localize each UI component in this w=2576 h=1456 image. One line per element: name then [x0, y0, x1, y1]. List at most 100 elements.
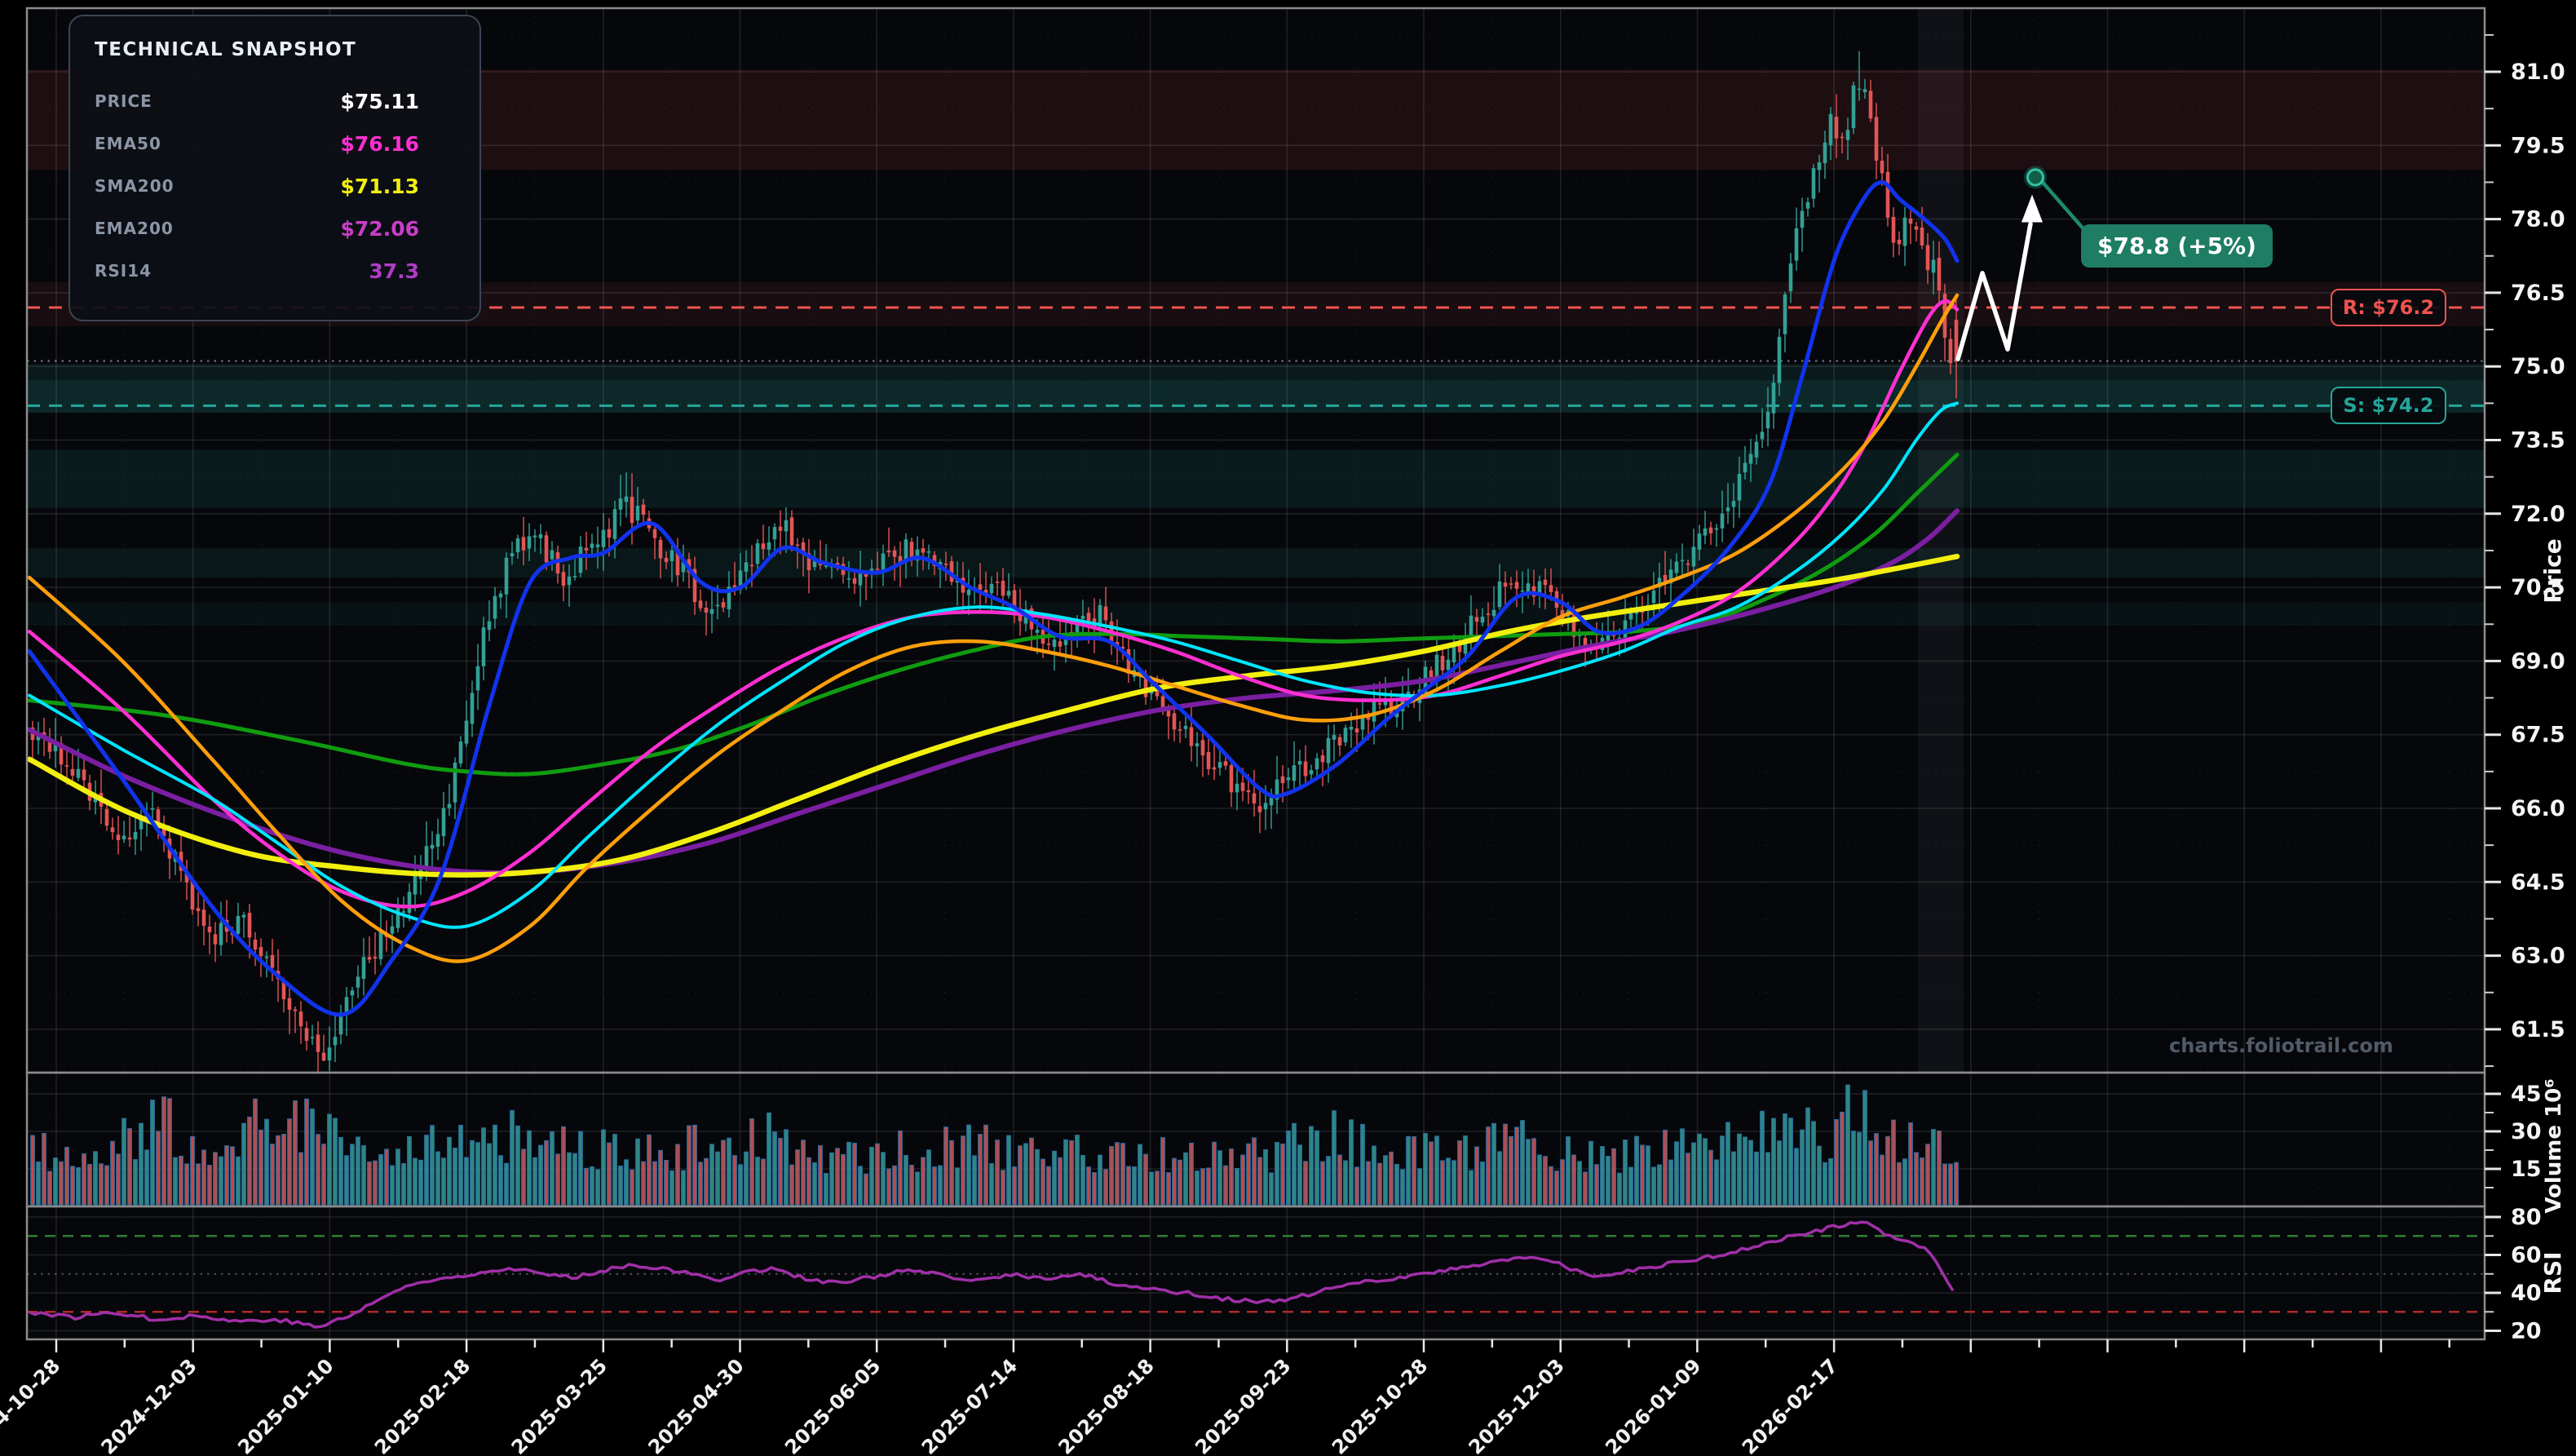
volume-bar — [253, 1098, 258, 1206]
volume-bar — [789, 1164, 794, 1206]
candle-body — [1811, 168, 1816, 199]
volume-bar — [1178, 1159, 1182, 1206]
volume-bar — [1526, 1139, 1531, 1206]
candle-body — [1001, 581, 1005, 596]
volume-bar — [601, 1129, 606, 1206]
candle-body — [1937, 258, 1942, 291]
candle-body — [310, 1037, 315, 1038]
candle-body — [1571, 611, 1576, 637]
volume-bar — [1566, 1136, 1571, 1206]
candle-body — [1503, 582, 1508, 587]
candle-body — [601, 529, 606, 547]
volume-bar — [1942, 1163, 1947, 1206]
volume-bar — [755, 1157, 760, 1206]
snapshot-label: PRICE — [95, 91, 152, 111]
volume-bar — [983, 1124, 988, 1206]
volume-bar — [749, 1118, 754, 1206]
candle-body — [1720, 513, 1725, 529]
volume-bar — [846, 1141, 851, 1206]
candle-body — [744, 562, 749, 572]
candle-body — [846, 578, 851, 580]
candle-body — [1252, 793, 1257, 803]
candle-body — [1874, 117, 1879, 161]
volume-bar — [236, 1156, 241, 1206]
volume-bar — [1549, 1166, 1553, 1206]
candle-body — [1372, 701, 1376, 722]
candle-body — [378, 930, 383, 959]
volume-bar — [1086, 1166, 1091, 1206]
volume-bar — [281, 1133, 286, 1206]
volume-bar — [87, 1163, 92, 1206]
volume-bar — [841, 1153, 846, 1206]
candle-body — [995, 582, 1000, 583]
candle-body — [453, 763, 457, 803]
candle-body — [1823, 142, 1827, 164]
volume-bar — [532, 1157, 537, 1206]
volume-bar — [550, 1131, 555, 1206]
candle-body — [1668, 569, 1673, 584]
volume-bar — [1052, 1150, 1057, 1206]
candle-body — [207, 926, 212, 932]
volume-bar — [1537, 1154, 1542, 1206]
candle-body — [1583, 638, 1588, 649]
price-tick-label: 66.0 — [2511, 796, 2565, 821]
volume-bar — [1834, 1119, 1839, 1206]
volume-bar — [1606, 1156, 1611, 1206]
volume-bar — [721, 1140, 726, 1206]
volume-bar — [1098, 1154, 1102, 1206]
volume-bar — [1286, 1131, 1291, 1206]
candle-body — [1046, 643, 1051, 645]
volume-bar — [127, 1128, 132, 1206]
candle-body — [1463, 638, 1468, 654]
x-axis-date-label: 2025-09-23 — [1191, 1354, 1295, 1456]
candle-body — [630, 497, 634, 524]
candle-body — [1754, 441, 1759, 458]
volume-bar — [687, 1125, 691, 1206]
candle-body — [1617, 637, 1622, 639]
volume-bar — [1640, 1144, 1645, 1206]
volume-bar — [1377, 1162, 1382, 1206]
volume-bar — [738, 1164, 743, 1206]
candle-body — [578, 547, 583, 573]
candle-body — [236, 916, 241, 934]
candle-body — [943, 563, 948, 565]
volume-bar — [1400, 1169, 1405, 1206]
volume-bar — [1115, 1142, 1120, 1206]
volume-bar — [1914, 1152, 1919, 1206]
candle-body — [624, 496, 629, 502]
volume-bar — [1018, 1145, 1023, 1206]
volume-bar — [1543, 1156, 1548, 1206]
volume-bar — [1725, 1122, 1730, 1206]
candle-body — [47, 739, 52, 752]
candle-body — [1674, 561, 1679, 573]
volume-bar — [1263, 1148, 1268, 1206]
volume-bar — [1217, 1150, 1222, 1206]
candle-body — [1217, 762, 1222, 768]
candle-body — [1857, 88, 1862, 91]
candle-body — [1908, 218, 1913, 224]
candle-body — [681, 562, 686, 573]
candle-body — [1257, 806, 1262, 812]
volume-bar — [276, 1135, 281, 1206]
volume-bar — [675, 1144, 680, 1206]
volume-bar — [1080, 1155, 1085, 1206]
candle-body — [110, 827, 115, 833]
volume-bar — [384, 1148, 389, 1206]
candle-body — [1200, 740, 1205, 756]
volume-bars-layer — [30, 1084, 1959, 1206]
volume-bar — [1657, 1164, 1662, 1206]
volume-bar — [327, 1113, 332, 1206]
volume-bar — [1509, 1135, 1513, 1206]
candle-body — [150, 808, 155, 810]
snapshot-row-ema200: EMA200 $72.06 — [95, 207, 455, 250]
candle-body — [1315, 758, 1319, 770]
volume-bar — [1823, 1162, 1827, 1206]
volume-bar — [995, 1140, 1000, 1206]
candle-body — [1297, 761, 1302, 765]
candle-body — [1486, 613, 1491, 615]
volume-bar — [869, 1146, 874, 1206]
volume-bar — [70, 1166, 75, 1206]
volume-bar — [1954, 1162, 1959, 1206]
volume-bar — [395, 1148, 400, 1206]
volume-bar — [881, 1152, 886, 1206]
